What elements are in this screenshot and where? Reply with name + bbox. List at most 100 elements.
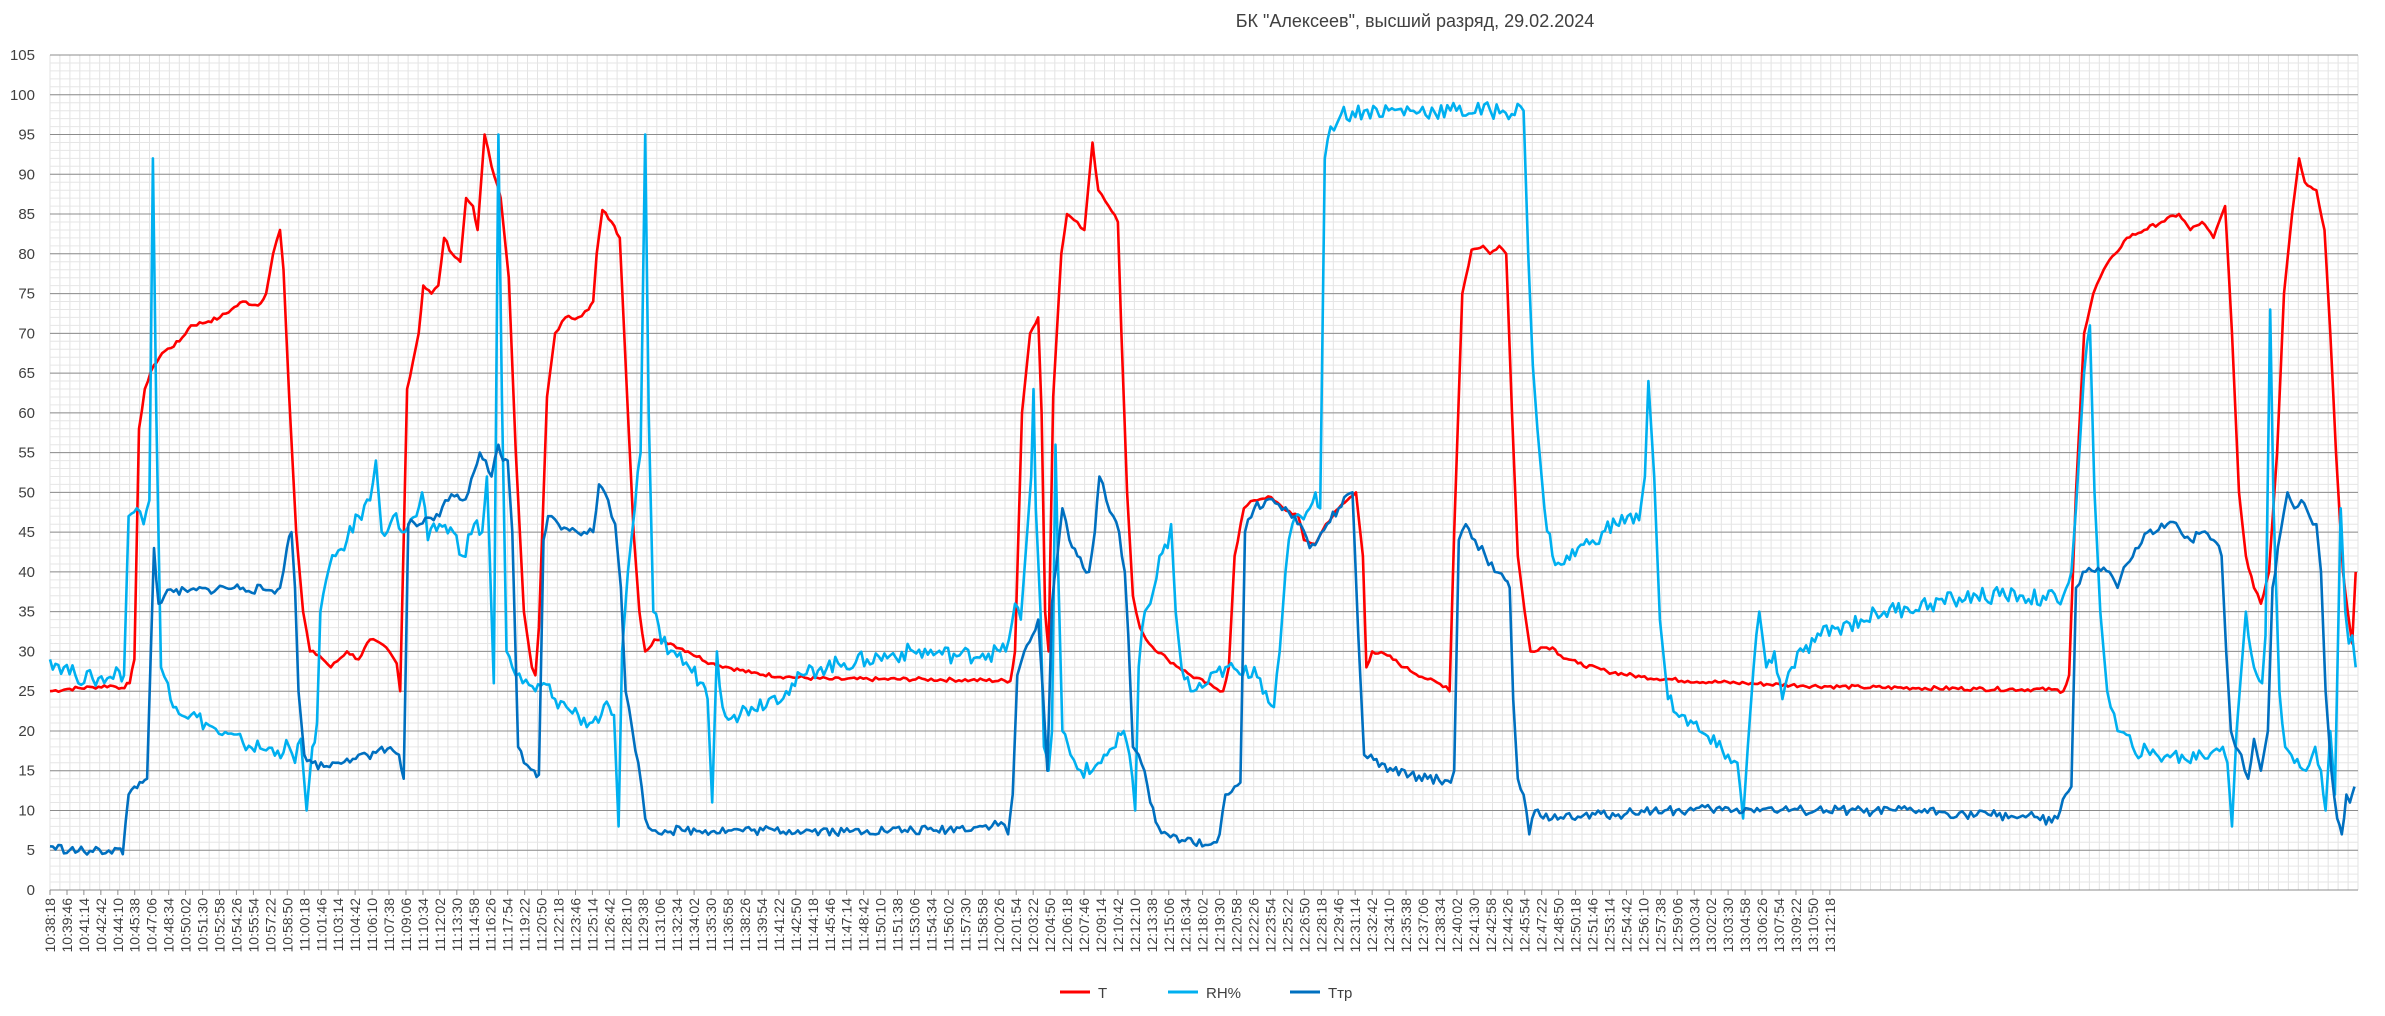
x-tick-label: 12:40:02: [1449, 898, 1465, 953]
x-tick-label: 13:06:26: [1754, 898, 1770, 953]
x-tick-label: 13:02:02: [1703, 898, 1719, 953]
x-tick-label: 12:00:26: [991, 898, 1007, 953]
x-tick-label: 11:58:58: [974, 898, 990, 952]
x-tick-label: 10:54:26: [228, 898, 244, 953]
x-tick-label: 10:52:58: [212, 898, 228, 953]
x-tick-label: 12:32:42: [1364, 898, 1380, 953]
x-tick-label: 12:16:34: [1178, 898, 1194, 953]
series-layer: [48, 101, 2357, 856]
grid: [49, 54, 2359, 891]
x-tick-label: 13:10:50: [1805, 898, 1821, 953]
x-tick-label: 12:20:58: [1229, 898, 1245, 953]
x-tick-label: 12:25:22: [1279, 898, 1295, 953]
x-tick-label: 12:01:54: [1008, 898, 1024, 953]
x-tick-label: 10:55:54: [245, 898, 261, 953]
legend-label-t: T: [1098, 985, 1107, 1002]
x-tick-label: 11:07:38: [381, 898, 397, 952]
x-tick-label: 11:09:06: [398, 898, 414, 952]
y-tick-label: 65: [18, 365, 35, 382]
x-tick-label: 11:22:18: [551, 898, 567, 952]
x-tick-label: 11:01:46: [313, 898, 329, 952]
x-tick-label: 11:36:58: [720, 898, 736, 952]
chart-title: БК "Алексеев", высший разряд, 29.02.2024: [1236, 11, 1595, 31]
x-axis: 10:38:18 10:39:46 10:41:14 10:42:42 10:44:10…: [42, 890, 1838, 953]
x-tick-label: 11:35:30: [703, 898, 719, 952]
x-tick-label: 10:48:34: [161, 898, 177, 953]
x-tick-label: 12:51:46: [1585, 898, 1601, 953]
x-tick-label: 10:44:10: [110, 898, 126, 953]
x-tick-label: 11:25:14: [584, 898, 600, 952]
x-tick-label: 11:34:02: [686, 898, 702, 952]
x-tick-label: 12:54:42: [1618, 898, 1634, 953]
y-tick-label: 50: [18, 484, 35, 501]
x-tick-label: 12:47:22: [1534, 898, 1550, 953]
x-tick-label: 12:44:26: [1500, 898, 1516, 953]
y-tick-label: 30: [18, 643, 35, 660]
x-tick-label: 12:56:10: [1635, 898, 1651, 953]
x-tick-label: 12:26:50: [1296, 898, 1312, 953]
x-tick-label: 11:47:14: [839, 898, 855, 952]
legend-label-ttr: Ттр: [1328, 985, 1352, 1002]
x-tick-label: 13:09:22: [1788, 898, 1804, 953]
x-tick-label: 10:41:14: [76, 898, 92, 953]
x-tick-label: 11:00:18: [296, 898, 312, 952]
x-tick-label: 12:13:38: [1144, 898, 1160, 953]
x-tick-label: 12:53:14: [1601, 898, 1617, 953]
x-tick-label: 11:04:42: [347, 898, 363, 952]
series-line-ttr: [49, 443, 2356, 856]
x-tick-label: 11:31:06: [652, 898, 668, 952]
x-tick-label: 10:38:18: [42, 898, 58, 953]
x-tick-label: 11:39:54: [754, 898, 770, 952]
x-tick-label: 11:26:42: [601, 898, 617, 952]
x-tick-label: 11:38:26: [737, 898, 753, 952]
y-tick-label: 75: [18, 286, 35, 303]
y-tick-label: 105: [10, 47, 35, 64]
x-tick-label: 11:29:38: [635, 898, 651, 952]
x-tick-label: 12:38:34: [1432, 898, 1448, 953]
x-tick-label: 12:34:10: [1381, 898, 1397, 953]
x-tick-label: 12:59:06: [1669, 898, 1685, 953]
x-tick-label: 10:39:46: [59, 898, 75, 953]
x-tick-label: 11:32:34: [669, 898, 685, 952]
x-tick-label: 10:51:30: [195, 898, 211, 953]
y-tick-label: 35: [18, 604, 35, 621]
x-tick-label: 12:19:30: [1212, 898, 1228, 953]
y-tick-label: 95: [18, 127, 35, 144]
legend: T RH% Ттр: [1060, 985, 1352, 1002]
x-tick-label: 12:42:58: [1483, 898, 1499, 953]
y-tick-label: 20: [18, 723, 35, 740]
y-tick-label: 10: [18, 802, 35, 819]
x-tick-label: 11:54:34: [924, 898, 940, 952]
x-tick-label: 11:44:18: [805, 898, 821, 952]
x-tick-label: 12:03:22: [1025, 898, 1041, 953]
x-tick-label: 12:22:26: [1246, 898, 1262, 953]
x-tick-label: 11:41:22: [771, 898, 787, 952]
x-tick-label: 11:56:02: [940, 898, 956, 952]
x-tick-label: 12:41:30: [1466, 898, 1482, 953]
x-tick-label: 13:07:54: [1771, 898, 1787, 953]
x-tick-label: 12:48:50: [1551, 898, 1567, 953]
y-tick-label: 40: [18, 564, 35, 581]
x-tick-label: 13:03:30: [1720, 898, 1736, 953]
x-tick-label: 12:29:46: [1330, 898, 1346, 953]
y-tick-label: 100: [10, 87, 35, 104]
x-tick-label: 12:57:38: [1652, 898, 1668, 953]
x-tick-label: 10:50:02: [178, 898, 194, 953]
x-tick-label: 11:48:42: [856, 898, 872, 952]
y-tick-label: 5: [27, 842, 35, 859]
x-tick-label: 11:16:26: [483, 898, 499, 952]
x-tick-label: 12:06:18: [1059, 898, 1075, 953]
x-tick-label: 11:42:50: [788, 898, 804, 952]
y-tick-label: 80: [18, 246, 35, 263]
y-tick-label: 85: [18, 206, 35, 223]
y-tick-label: 55: [18, 445, 35, 462]
x-tick-label: 11:12:02: [432, 898, 448, 952]
x-tick-label: 11:45:46: [822, 898, 838, 952]
y-tick-label: 15: [18, 763, 35, 780]
x-tick-label: 11:17:54: [500, 898, 516, 952]
x-tick-label: 10:58:50: [279, 898, 295, 953]
y-tick-label: 45: [18, 524, 35, 541]
x-tick-label: 11:53:06: [907, 898, 923, 952]
x-tick-label: 13:12:18: [1822, 898, 1838, 953]
